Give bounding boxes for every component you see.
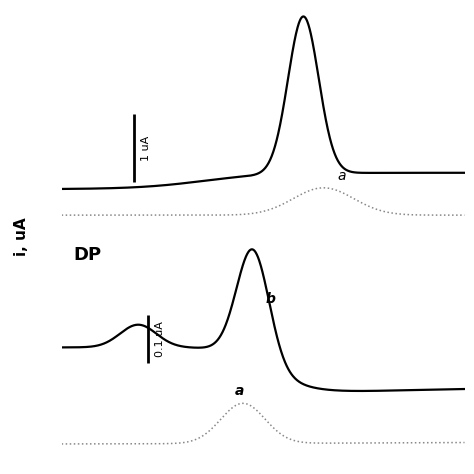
Text: b: b xyxy=(265,292,275,306)
Text: 0.1 uA: 0.1 uA xyxy=(155,321,165,356)
Text: i, uA: i, uA xyxy=(14,218,29,256)
Text: a: a xyxy=(235,383,244,398)
Text: 1 uA: 1 uA xyxy=(141,136,151,161)
Text: a: a xyxy=(337,169,346,183)
Text: DP: DP xyxy=(74,246,102,264)
